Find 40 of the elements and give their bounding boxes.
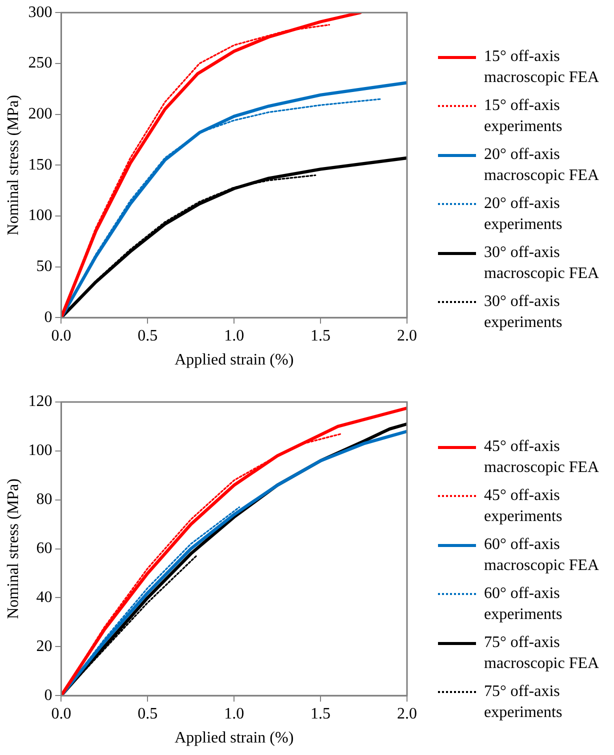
legend-label: 30° off-axis experiments [484, 293, 562, 331]
x-tick-label: 0.5 [138, 705, 158, 722]
legend-label: 60° off-axis macroscopic FEA [484, 536, 600, 574]
legend-label: 45° off-axis macroscopic FEA [484, 438, 600, 476]
legend-label: 75° off-axis macroscopic FEA [484, 634, 600, 672]
y-tick-label: 300 [28, 4, 52, 21]
legend-label: 75° off-axis experiments [484, 683, 562, 721]
x-tick-label: 2.0 [397, 327, 417, 344]
y-tick-label: 200 [28, 105, 52, 122]
y-tick-label: 120 [28, 393, 52, 410]
y-tick-label: 150 [28, 156, 52, 174]
legend-label: 30° off-axis macroscopic FEA [484, 244, 600, 282]
x-tick-label: 2.0 [397, 705, 417, 722]
y-tick-label: 20 [36, 638, 52, 655]
legend-label: 20° off-axis macroscopic FEA [484, 146, 600, 184]
legend-label: 15° off-axis macroscopic FEA [484, 48, 600, 86]
x-tick-label: 0.0 [51, 705, 72, 722]
y-axis-title: Nominal stress (MPa) [4, 94, 22, 236]
y-tick-label: 80 [36, 491, 52, 508]
y-tick-label: 50 [36, 258, 52, 275]
x-axis-title: Applied strain (%) [174, 730, 294, 747]
x-tick-label: 0.5 [138, 327, 158, 344]
x-tick-label: 1.5 [310, 705, 331, 722]
y-tick-label: 60 [36, 540, 52, 558]
y-axis-title: Nominal stress (MPa) [4, 478, 22, 620]
legend-label: 45° off-axis experiments [484, 487, 562, 525]
legend-label: 60° off-axis experiments [484, 585, 562, 623]
x-axis-title: Applied strain (%) [174, 352, 294, 369]
legend-label: 20° off-axis experiments [484, 195, 562, 233]
y-tick-label: 40 [36, 588, 52, 606]
x-tick-label: 1.0 [224, 327, 244, 344]
legend-label: 15° off-axis experiments [484, 97, 562, 135]
y-tick-label: 100 [28, 442, 52, 460]
y-tick-label: 100 [28, 207, 52, 224]
y-tick-label: 0 [44, 686, 52, 704]
x-tick-label: 0.0 [51, 327, 72, 344]
y-tick-label: 0 [44, 308, 52, 326]
x-tick-label: 1.0 [224, 705, 244, 722]
x-tick-label: 1.5 [310, 327, 331, 344]
y-tick-label: 250 [28, 54, 52, 72]
